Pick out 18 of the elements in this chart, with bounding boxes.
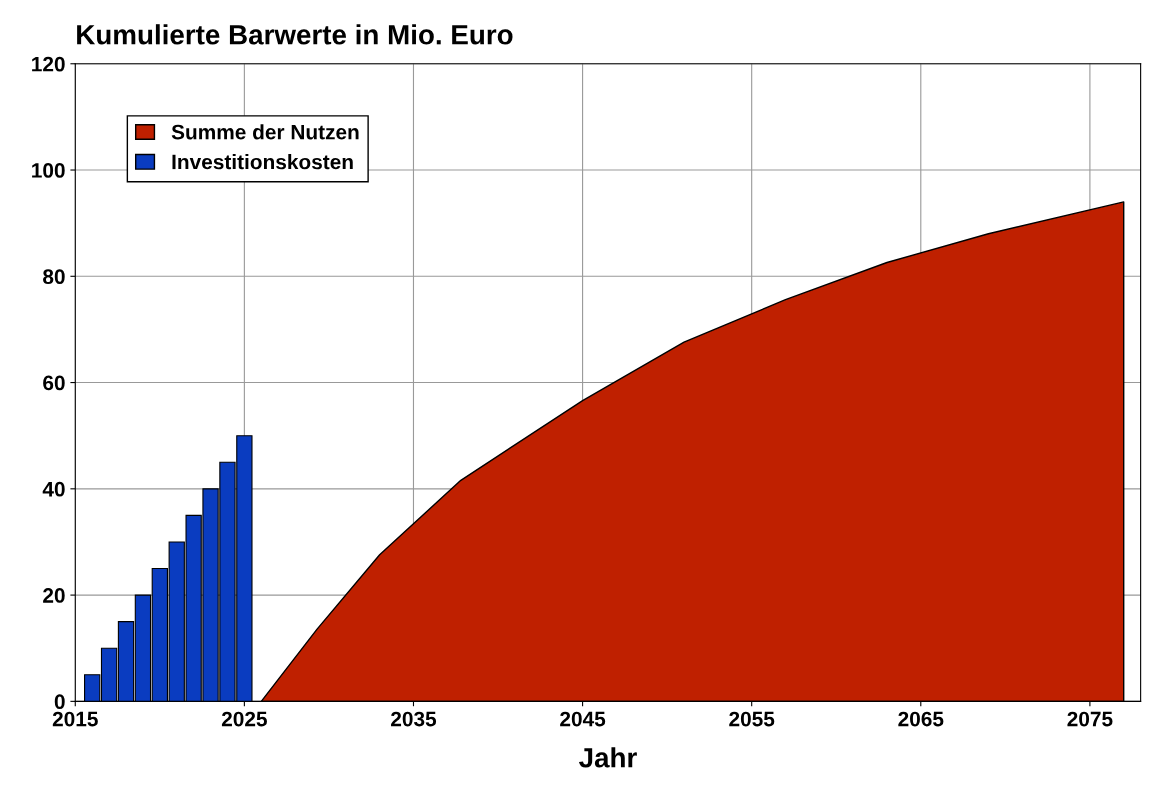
x-tick-label: 2065 [898,711,944,727]
x-axis-title: Jahr [579,747,637,768]
y-tick-label: 60 [43,375,65,391]
legend-label: Investitionskosten [172,154,353,170]
y-tick-label: 100 [32,163,65,178]
y-tick-label: 20 [43,588,65,603]
x-tick-label: 2055 [729,711,775,727]
chart-title: Kumulierte Barwerte in Mio. Euro [77,24,513,45]
y-tick-label: 40 [42,481,65,497]
y-tick-label: 80 [43,269,65,285]
legend-label: Summe der Nutzen [171,124,359,140]
y-tick-label: 0 [54,694,65,710]
x-tick-label: 2025 [221,711,267,727]
x-tick-label: 2015 [52,711,98,727]
x-tick-label: 2035 [391,711,437,727]
x-tick-label: 2045 [560,711,606,727]
x-tick-label: 2075 [1067,711,1113,727]
y-tick-label: 120 [32,56,65,72]
